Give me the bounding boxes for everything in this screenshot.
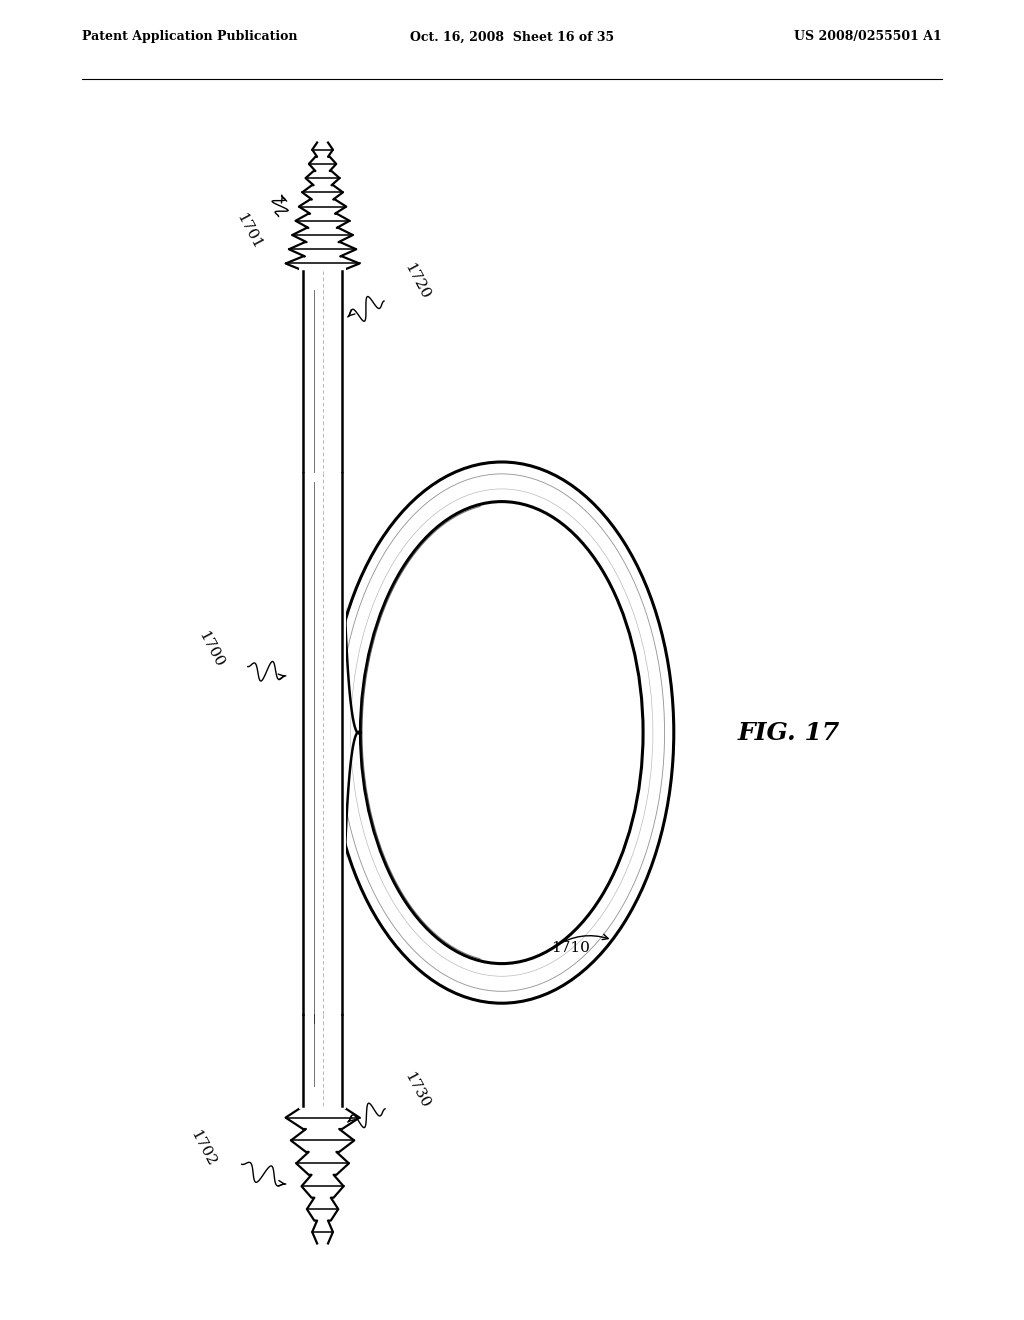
Bar [299,473,346,1014]
Text: Patent Application Publication: Patent Application Publication [82,30,297,44]
Text: FIG. 17: FIG. 17 [737,721,840,744]
Text: 1702: 1702 [187,1129,218,1168]
Bar [299,268,346,1109]
Text: Oct. 16, 2008  Sheet 16 of 35: Oct. 16, 2008 Sheet 16 of 35 [410,30,614,44]
Text: 1701: 1701 [233,211,264,251]
Text: 1700: 1700 [196,630,226,669]
Text: 1710: 1710 [551,941,590,954]
Text: 1720: 1720 [401,261,432,301]
Text: 1730: 1730 [401,1071,432,1110]
Text: US 2008/0255501 A1: US 2008/0255501 A1 [795,30,942,44]
